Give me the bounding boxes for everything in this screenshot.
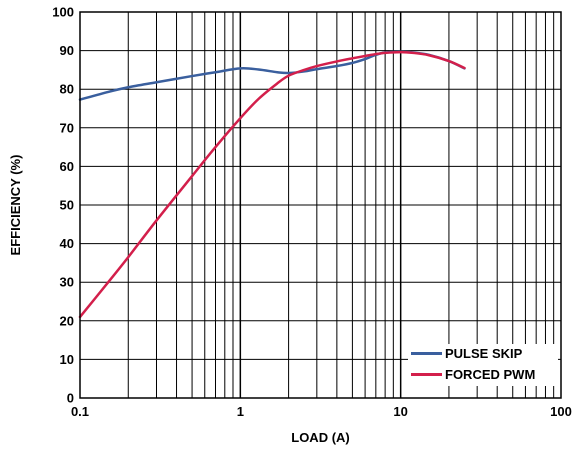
y-tick-label: 70: [60, 120, 74, 135]
x-tick-label: 1: [237, 404, 244, 419]
series-line-forced-pwm: [78, 50, 466, 319]
x-tick-label: 100: [550, 404, 572, 419]
legend-label-pulse-skip: PULSE SKIP: [445, 346, 523, 361]
y-tick-label: 80: [60, 82, 74, 97]
y-tick-label: 60: [60, 159, 74, 174]
plot-series: [78, 50, 466, 319]
legend-background: [408, 344, 558, 386]
legend: PULSE SKIP FORCED PWM: [408, 344, 558, 386]
y-axis-title: EFFICIENCY (%): [8, 155, 23, 256]
y-tick-label: 30: [60, 275, 74, 290]
y-tick-label: 20: [60, 313, 74, 328]
x-tick-label: 10: [393, 404, 407, 419]
tick-labels: 0 10 20 30 40 50 60 70 80 90 100 0.1 1 10 100: [52, 5, 572, 420]
y-tick-label: 100: [52, 5, 74, 20]
y-tick-label: 90: [60, 43, 74, 58]
grid: [80, 12, 561, 398]
series-line-pulse-skip: [78, 50, 466, 101]
y-tick-label: 0: [67, 391, 74, 406]
x-tick-label: 0.1: [71, 404, 89, 419]
y-tick-label: 10: [60, 352, 74, 367]
y-tick-label: 40: [60, 236, 74, 251]
plot-frame: [79, 11, 562, 399]
y-tick-label: 50: [60, 198, 74, 213]
legend-label-forced-pwm: FORCED PWM: [445, 367, 535, 382]
x-axis-title: LOAD (A): [291, 430, 350, 445]
